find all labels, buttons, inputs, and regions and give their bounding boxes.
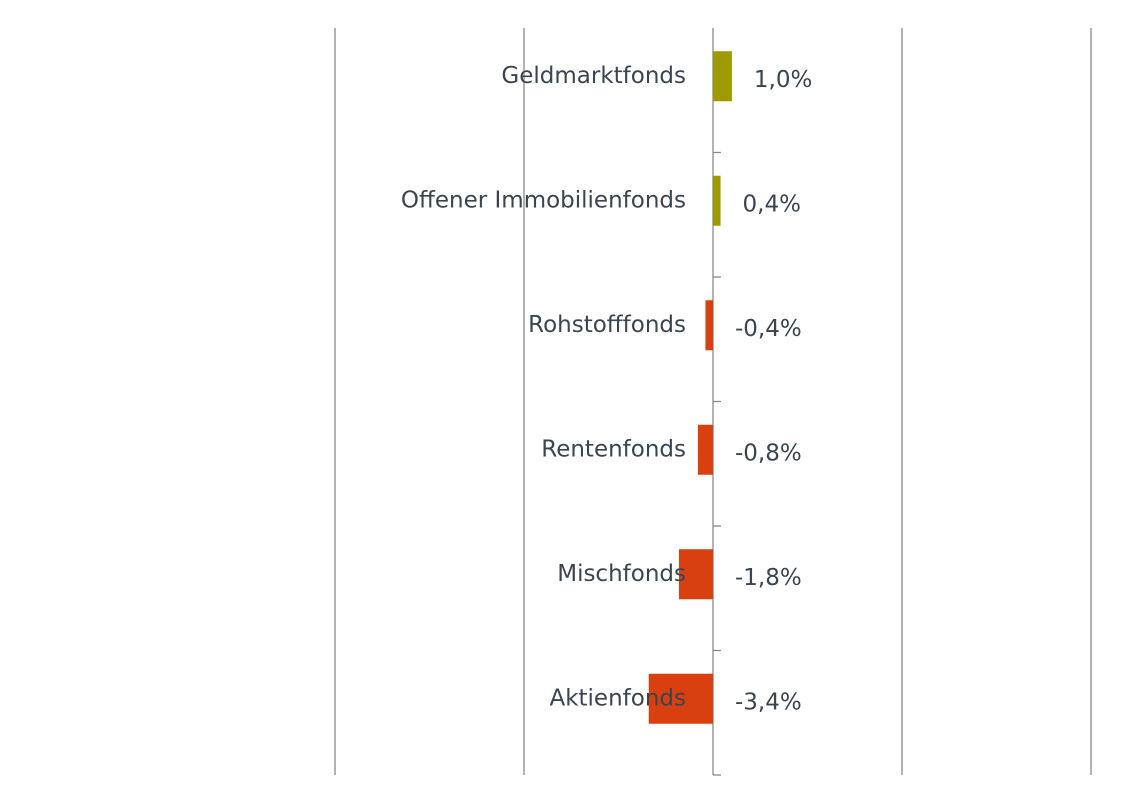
bar	[648, 673, 713, 724]
category-label: Rentenfonds	[541, 436, 686, 462]
value-label: 0,4%	[743, 191, 801, 217]
bar	[705, 300, 713, 351]
bar	[678, 549, 713, 600]
category-label: Rohstofffonds	[528, 312, 686, 338]
value-label: -3,4%	[735, 689, 802, 715]
value-label: -1,8%	[735, 565, 802, 591]
category-label: Offener Immobilienfonds	[401, 187, 686, 213]
value-label: -0,8%	[735, 440, 802, 466]
bar	[713, 175, 721, 226]
value-label: 1,0%	[754, 67, 812, 93]
category-label: Aktienfonds	[549, 685, 686, 711]
bar	[713, 51, 732, 102]
category-label: Mischfonds	[557, 561, 686, 587]
value-label: -0,4%	[735, 316, 802, 342]
bar	[697, 424, 713, 475]
category-label: Geldmarktfonds	[501, 63, 686, 89]
